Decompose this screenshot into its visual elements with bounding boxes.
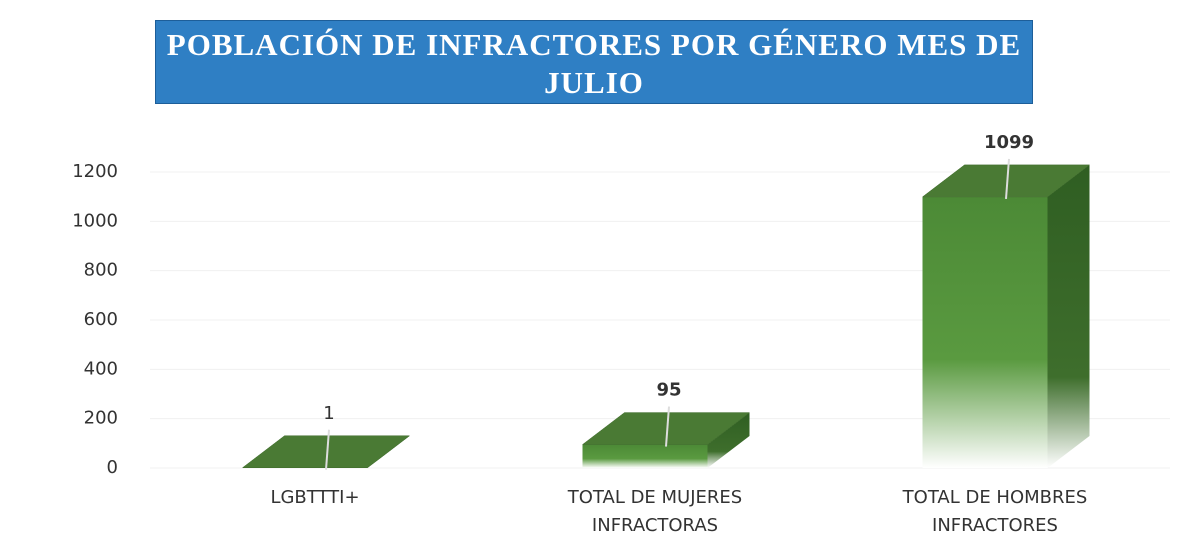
x-tick-label: TOTAL DE HOMBRES INFRACTORES [902, 487, 1088, 536]
y-tick-label: 400 [84, 358, 118, 379]
y-tick-label: 1200 [72, 161, 118, 182]
bar-front [582, 444, 708, 468]
x-tick-label: LGBTTTI+ [270, 487, 360, 508]
chart-title: POBLACIÓN DE INFRACTORES POR GÉNERO MES … [155, 20, 1033, 104]
y-tick-label: 200 [84, 408, 118, 429]
leader-line [665, 406, 670, 447]
data-label: 95 [656, 380, 681, 401]
leader-line [325, 429, 330, 470]
y-tick-label: 1000 [72, 210, 118, 231]
y-tick-label: 0 [107, 457, 118, 478]
bar-front [922, 196, 1048, 468]
bar [581, 412, 751, 468]
y-tick-label: 800 [84, 260, 118, 281]
bar [241, 435, 411, 469]
y-tick-label: 600 [84, 309, 118, 330]
x-tick-label: TOTAL DE MUJERES INFRACTORAS [567, 487, 743, 536]
data-label: 1099 [984, 132, 1034, 153]
bar [921, 164, 1091, 468]
leader-line [1005, 158, 1010, 199]
bar-side [707, 412, 750, 468]
bar-side [1047, 164, 1090, 468]
data-label: 1 [323, 403, 334, 424]
